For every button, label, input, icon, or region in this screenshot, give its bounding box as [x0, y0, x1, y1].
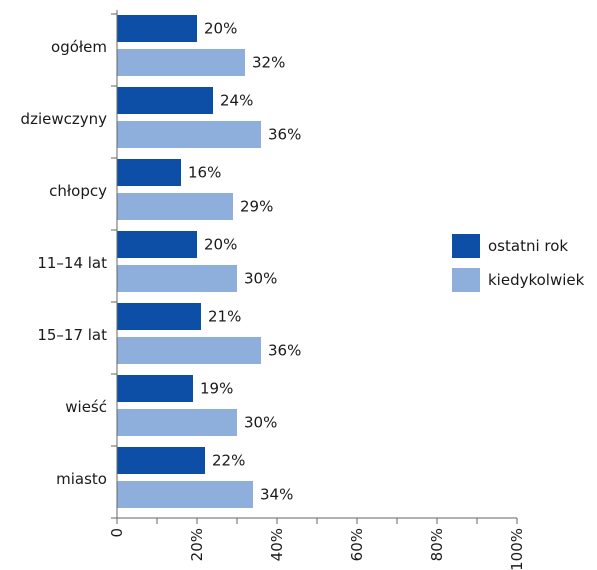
data-label: 16% — [188, 164, 221, 182]
bar-kiedykolwiek — [117, 49, 245, 76]
bar-kiedykolwiek — [117, 409, 237, 436]
category-label: wieść — [65, 398, 107, 416]
data-label: 19% — [200, 380, 233, 398]
bar-ostatni-rok — [117, 447, 205, 474]
bar-kiedykolwiek — [117, 193, 233, 220]
x-axis: 0 20% 40% 60% 80% 100% — [108, 10, 526, 570]
bar-ostatni-rok — [117, 87, 213, 114]
bars-group: 20% 32% 24% 36% 16% 29% 20% 30% 21% 36% 19% 30% 22% 3… — [117, 15, 301, 508]
data-label: 30% — [244, 414, 277, 432]
x-tick-label: 80% — [428, 528, 446, 561]
legend-swatch — [452, 268, 480, 292]
x-tick-label: 100% — [508, 528, 526, 570]
bar-kiedykolwiek — [117, 121, 261, 148]
category-label: dziewczyny — [21, 110, 108, 128]
x-tick-label: 60% — [348, 528, 366, 561]
legend-label: ostatni rok — [488, 237, 568, 255]
bar-kiedykolwiek — [117, 265, 237, 292]
data-label: 24% — [220, 92, 253, 110]
bar-kiedykolwiek — [117, 481, 253, 508]
data-label: 36% — [268, 342, 301, 360]
legend-label: kiedykolwiek — [488, 271, 585, 289]
data-label: 20% — [204, 20, 237, 38]
category-label: 11–14 lat — [37, 254, 107, 272]
data-label: 21% — [208, 308, 241, 326]
bar-kiedykolwiek — [117, 337, 261, 364]
data-label: 20% — [204, 236, 237, 254]
category-label: 15–17 lat — [37, 326, 107, 344]
data-label: 29% — [240, 198, 273, 216]
bar-ostatni-rok — [117, 375, 193, 402]
data-label: 34% — [260, 486, 293, 504]
data-label: 22% — [212, 452, 245, 470]
data-label: 36% — [268, 126, 301, 144]
category-label: miasto — [56, 470, 107, 488]
category-labels: ogółem dziewczyny chłopcy 11–14 lat 15–17 la… — [21, 38, 108, 488]
x-tick-label: 40% — [268, 528, 286, 561]
x-tick-label: 20% — [188, 528, 206, 561]
data-label: 30% — [244, 270, 277, 288]
bar-ostatni-rok — [117, 303, 201, 330]
legend-swatch — [452, 234, 480, 258]
data-label: 32% — [252, 54, 285, 72]
category-label: ogółem — [51, 38, 107, 56]
category-label: chłopcy — [49, 182, 107, 200]
bar-ostatni-rok — [117, 15, 197, 42]
bar-ostatni-rok — [117, 231, 197, 258]
legend: ostatni rok kiedykolwiek — [452, 234, 585, 292]
bar-ostatni-rok — [117, 159, 181, 186]
x-tick-label: 0 — [108, 528, 126, 538]
